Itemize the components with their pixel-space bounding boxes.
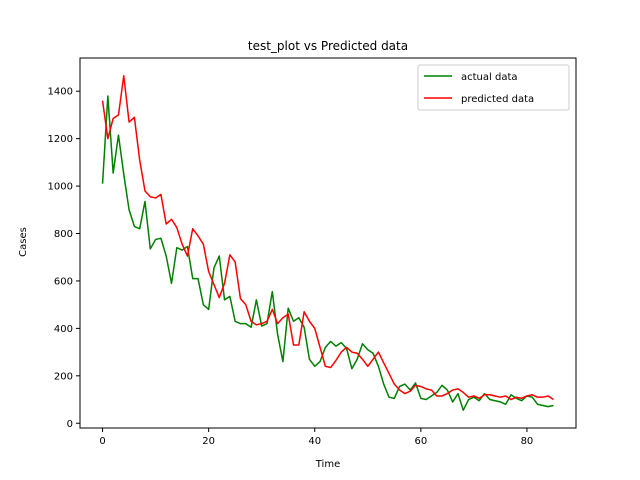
y-tick-label: 800 — [54, 229, 73, 240]
x-tick-label: 20 — [202, 436, 215, 447]
legend-box — [417, 64, 570, 111]
y-tick-label: 1200 — [48, 134, 73, 145]
y-tick-label: 0 — [67, 419, 73, 430]
series-line-1 — [101, 95, 554, 411]
x-axis-label: Time — [315, 459, 340, 470]
y-tick-label: 1400 — [48, 87, 73, 98]
legend: actual data predicted data — [417, 64, 570, 111]
y-tick-label: 400 — [54, 324, 73, 335]
y-tick-label: 1000 — [48, 182, 73, 193]
x-tick-label: 60 — [414, 436, 427, 447]
x-tick-label: 80 — [521, 436, 534, 447]
x-tick-label: 0 — [99, 436, 105, 447]
y-tick-label: 200 — [54, 371, 73, 382]
series-line-2 — [101, 75, 554, 401]
y-tick-label: 600 — [54, 276, 73, 287]
legend-label-1: actual data — [461, 72, 518, 83]
legend-label-2: predicted data — [461, 94, 534, 105]
chart-title: test_plot vs Predicted data — [248, 39, 408, 53]
x-tick-label: 40 — [308, 436, 321, 447]
plot-series-group — [101, 75, 554, 411]
plot-frame — [79, 57, 577, 429]
y-axis-label: Cases — [18, 227, 29, 257]
